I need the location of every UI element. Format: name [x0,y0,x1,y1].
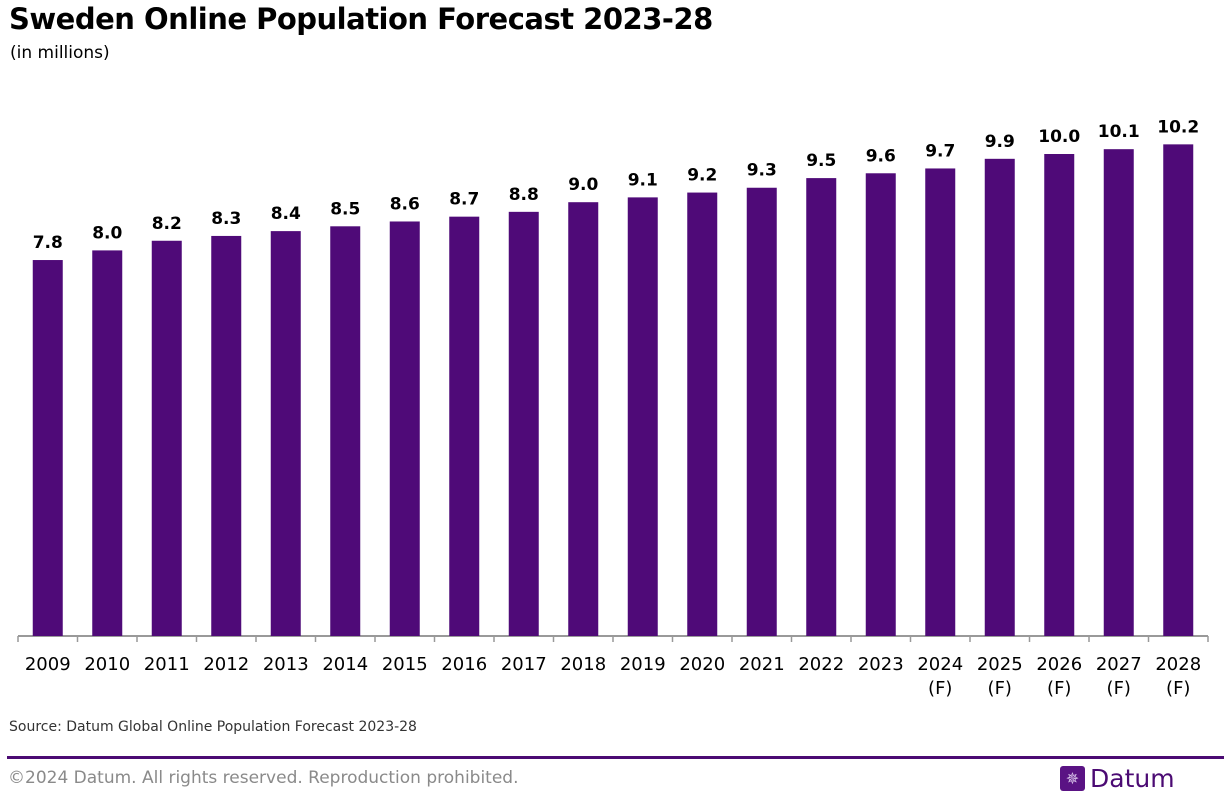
data-label: 10.0 [1038,127,1080,147]
bar [1044,154,1075,636]
data-label: 9.7 [925,141,955,161]
copyright-text: ©2024 Datum. All rights reserved. Reprod… [8,768,519,788]
bar [1163,144,1194,637]
x-tick-label: 2013 [263,654,309,675]
bar [508,211,539,636]
bar [687,192,718,636]
x-tick-label: 2022 [798,654,844,675]
data-label: 9.2 [687,166,717,186]
data-label: 8.3 [211,209,241,229]
x-tick-label: 2023 [858,654,904,675]
x-tick-label: (F) [1107,678,1131,699]
data-label: 8.5 [330,199,360,219]
chart-title: Sweden Online Population Forecast 2023-2… [9,2,713,36]
bar [330,226,361,637]
x-tick-label: 2016 [441,654,487,675]
bar [449,216,480,636]
data-label: 9.0 [568,175,598,195]
x-tick-label: 2017 [501,654,547,675]
data-label: 10.1 [1098,122,1140,142]
data-label: 9.1 [628,170,658,190]
x-tick-label: (F) [1166,678,1190,699]
x-tick-label: 2019 [620,654,666,675]
x-tick-label: 2010 [84,654,130,675]
bar [389,221,420,637]
x-tick-label: 2026 [1036,654,1082,675]
x-tick-label: (F) [928,678,952,699]
x-tick-label: (F) [1047,678,1071,699]
data-label: 8.6 [390,194,420,214]
datum-logo: ✵ Datum [1060,764,1175,793]
bar [211,235,242,636]
bar [92,250,123,636]
x-tick-label: 2018 [560,654,606,675]
x-tick-label: 2027 [1096,654,1142,675]
bar [925,168,956,636]
data-label: 9.9 [985,132,1015,152]
data-label: 8.7 [449,190,479,210]
x-tick-label: 2009 [25,654,71,675]
x-tick-label: 2025 [977,654,1023,675]
x-tick-label: 2015 [382,654,428,675]
data-label: 9.6 [866,146,896,166]
bar [151,240,182,636]
x-tick-label: 2021 [739,654,785,675]
x-tick-label: (F) [988,678,1012,699]
x-tick-label: 2011 [144,654,190,675]
logo-text: Datum [1090,764,1175,793]
bar [984,158,1015,636]
bar [32,260,63,636]
bar [627,197,658,636]
bar [806,178,837,636]
globe-icon: ✵ [1060,766,1085,791]
bar [270,231,301,636]
chart-subtitle: (in millions) [10,43,110,63]
bar [568,202,599,636]
x-tick-label: 2014 [322,654,368,675]
x-tick-label: 2028 [1155,654,1201,675]
data-label: 8.4 [271,204,301,224]
x-tick-label: 2012 [203,654,249,675]
source-note: Source: Datum Global Online Population F… [9,719,417,735]
bar-chart: 7.8 2009 8.0 2010 8.2 2011 8.3 2012 8.4 2013 8.5 20… [17,117,1209,699]
data-label: 10.2 [1157,117,1199,137]
data-label: 9.5 [806,151,836,171]
footer-divider [7,756,1224,759]
x-tick-label: 2024 [917,654,963,675]
x-tick-label: 2020 [679,654,725,675]
bar [1103,149,1134,636]
data-label: 8.0 [92,223,122,243]
bar [865,173,896,636]
data-label: 8.2 [152,214,182,234]
data-label: 9.3 [747,161,777,181]
bar [746,187,777,637]
data-label: 8.8 [509,185,539,205]
data-label: 7.8 [33,233,63,253]
